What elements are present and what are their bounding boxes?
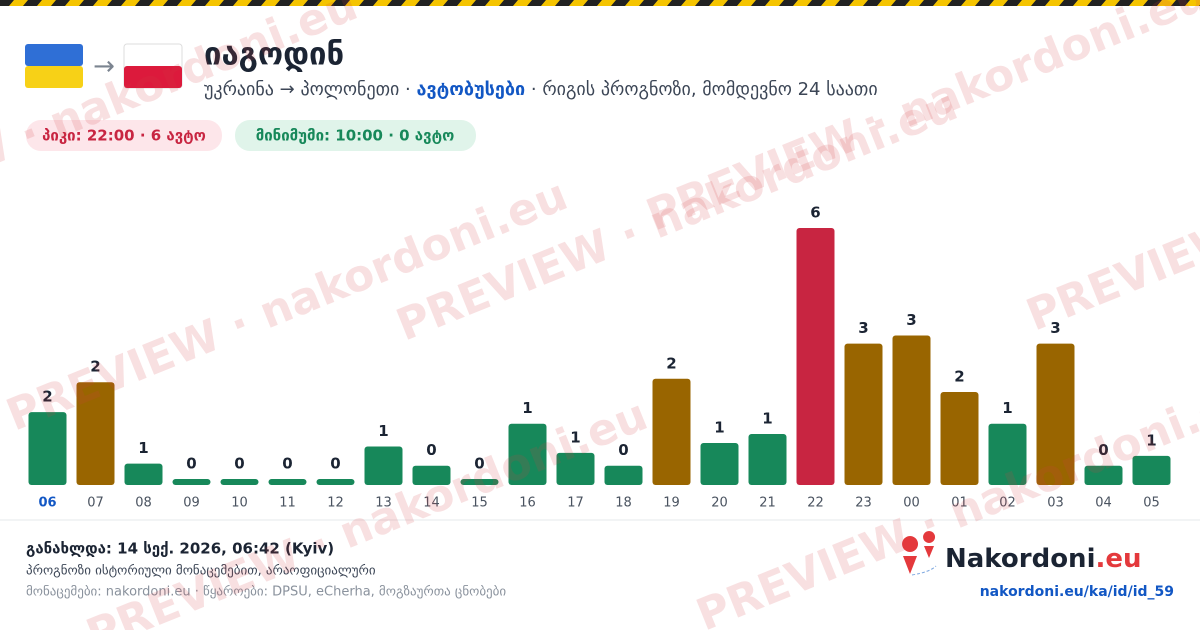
bar bbox=[460, 479, 499, 485]
x-tick-label: 23 bbox=[855, 496, 872, 511]
watermark: PREVIEW · nakordoni.eu bbox=[1020, 69, 1200, 341]
logo-icon bbox=[902, 531, 937, 576]
bars: 2062071080090100110121130140151161170182… bbox=[28, 204, 1171, 511]
bar bbox=[364, 446, 403, 485]
bar bbox=[508, 423, 547, 485]
value-label: 6 bbox=[810, 204, 820, 222]
subtitle: უკრაინა → პოლონეთი · ავტობუსები · რიგის … bbox=[204, 79, 878, 100]
value-label: 0 bbox=[330, 455, 340, 473]
subtitle-rest: · რიგის პროგნოზი, მომდევნო 24 საათი bbox=[525, 79, 877, 100]
bar bbox=[988, 423, 1027, 485]
arrow: → bbox=[93, 52, 115, 82]
bar bbox=[700, 443, 739, 485]
bar bbox=[76, 382, 115, 485]
bar bbox=[844, 343, 883, 485]
sources: მონაცემები: nakordoni.eu · წყაროები: DPS… bbox=[26, 585, 506, 600]
flag-ua bbox=[25, 44, 83, 88]
value-label: 1 bbox=[138, 439, 148, 457]
peak: პიკი: 22:00 · 6 ავტო bbox=[42, 127, 206, 145]
minimum: მინიმუმი: 10:00 · 0 ავტო bbox=[256, 127, 455, 145]
value-label: 0 bbox=[1098, 441, 1108, 459]
bar bbox=[268, 479, 307, 485]
bar bbox=[556, 452, 595, 485]
top-stripe bbox=[0, 0, 1200, 6]
value-label: 0 bbox=[618, 441, 628, 459]
bar bbox=[652, 378, 691, 485]
bar bbox=[892, 335, 931, 485]
x-tick-label: 11 bbox=[279, 496, 296, 511]
x-tick-label: 16 bbox=[519, 496, 536, 511]
logo-tld: .eu bbox=[1095, 544, 1141, 574]
bar bbox=[172, 479, 211, 485]
bar bbox=[604, 465, 643, 485]
bar bbox=[28, 412, 67, 485]
value-label: 1 bbox=[762, 410, 772, 428]
peak-pill bbox=[26, 120, 222, 151]
bar bbox=[412, 465, 451, 485]
mode: ავტობუსები bbox=[416, 79, 525, 100]
bar bbox=[748, 434, 787, 485]
bar bbox=[316, 479, 355, 485]
flag-pl bbox=[123, 43, 183, 89]
x-tick-label: 05 bbox=[1143, 496, 1160, 511]
x-tick-label: 20 bbox=[711, 496, 728, 511]
value-label: 3 bbox=[906, 311, 916, 329]
x-tick-label: 04 bbox=[1095, 496, 1112, 511]
value-label: 3 bbox=[1050, 319, 1060, 337]
x-tick-label: 09 bbox=[183, 496, 200, 511]
value-label: 1 bbox=[522, 399, 532, 417]
x-tick-label: 07 bbox=[87, 496, 104, 511]
value-label: 3 bbox=[858, 319, 868, 337]
title: იაგოდინ bbox=[204, 37, 344, 73]
x-tick-label: 00 bbox=[903, 496, 920, 511]
bar bbox=[124, 463, 163, 485]
bar bbox=[1132, 455, 1171, 485]
x-tick-label: 19 bbox=[663, 496, 680, 511]
value-label: 1 bbox=[714, 419, 724, 437]
bar bbox=[940, 392, 979, 485]
value-label: 0 bbox=[186, 455, 196, 473]
x-tick-label: 21 bbox=[759, 496, 776, 511]
watermark: PREVIEW · nakordoni.eu bbox=[640, 0, 1200, 241]
value-label: 0 bbox=[474, 455, 484, 473]
x-tick-label: 14 bbox=[423, 496, 440, 511]
bar bbox=[796, 228, 835, 485]
value-label: 2 bbox=[42, 388, 52, 406]
value-label: 1 bbox=[1002, 399, 1012, 417]
route: უკრაინა → პოლონეთი · bbox=[204, 79, 416, 100]
x-tick-label: 12 bbox=[327, 496, 344, 511]
url: nakordoni.eu/ka/id/id_59 bbox=[980, 584, 1174, 600]
note: პროგნოზი ისტორიული მონაცემებით, არაოფიცი… bbox=[26, 564, 376, 579]
value-label: 2 bbox=[666, 354, 676, 372]
value-label: 0 bbox=[426, 441, 436, 459]
x-tick-label: 17 bbox=[567, 496, 584, 511]
value-label: 2 bbox=[954, 368, 964, 386]
x-tick-label: 15 bbox=[471, 496, 488, 511]
logo: Nakordoni.eu bbox=[945, 544, 1142, 574]
value-label: 1 bbox=[378, 422, 388, 440]
value-label: 1 bbox=[1146, 431, 1156, 449]
x-tick-label: 08 bbox=[135, 496, 152, 511]
bar bbox=[1036, 343, 1075, 485]
value-label: 1 bbox=[570, 428, 580, 446]
updated: განახლდა: 14 სექ. 2026, 06:42 (Kyiv) bbox=[26, 540, 334, 558]
x-tick-label: 03 bbox=[1047, 496, 1064, 511]
logo-main: Nakordoni bbox=[945, 544, 1095, 574]
value-label: 0 bbox=[234, 455, 244, 473]
x-tick-label: 01 bbox=[951, 496, 968, 511]
x-tick-label: 06 bbox=[38, 496, 56, 511]
value-label: 0 bbox=[282, 455, 292, 473]
value-label: 2 bbox=[90, 358, 100, 376]
x-tick-label: 10 bbox=[231, 496, 248, 511]
bar bbox=[220, 479, 259, 485]
x-tick-label: 18 bbox=[615, 496, 632, 511]
bar bbox=[1084, 465, 1123, 485]
x-tick-label: 13 bbox=[375, 496, 392, 511]
x-tick-label: 02 bbox=[999, 496, 1016, 511]
min-pill bbox=[235, 120, 476, 151]
x-tick-label: 22 bbox=[807, 496, 824, 511]
